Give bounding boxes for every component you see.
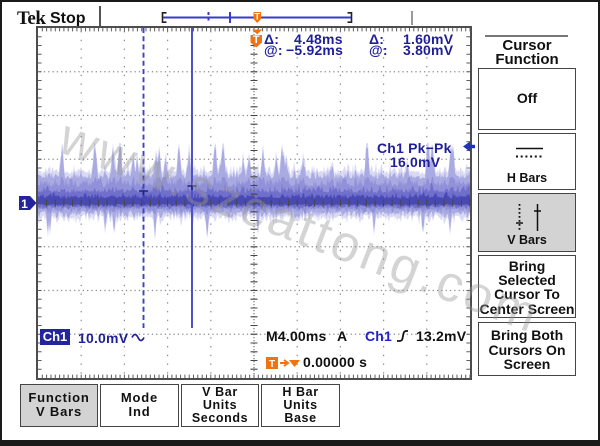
svg-text:T: T: [253, 34, 260, 46]
svg-text:T: T: [269, 359, 275, 370]
svg-text:T: T: [255, 12, 261, 22]
